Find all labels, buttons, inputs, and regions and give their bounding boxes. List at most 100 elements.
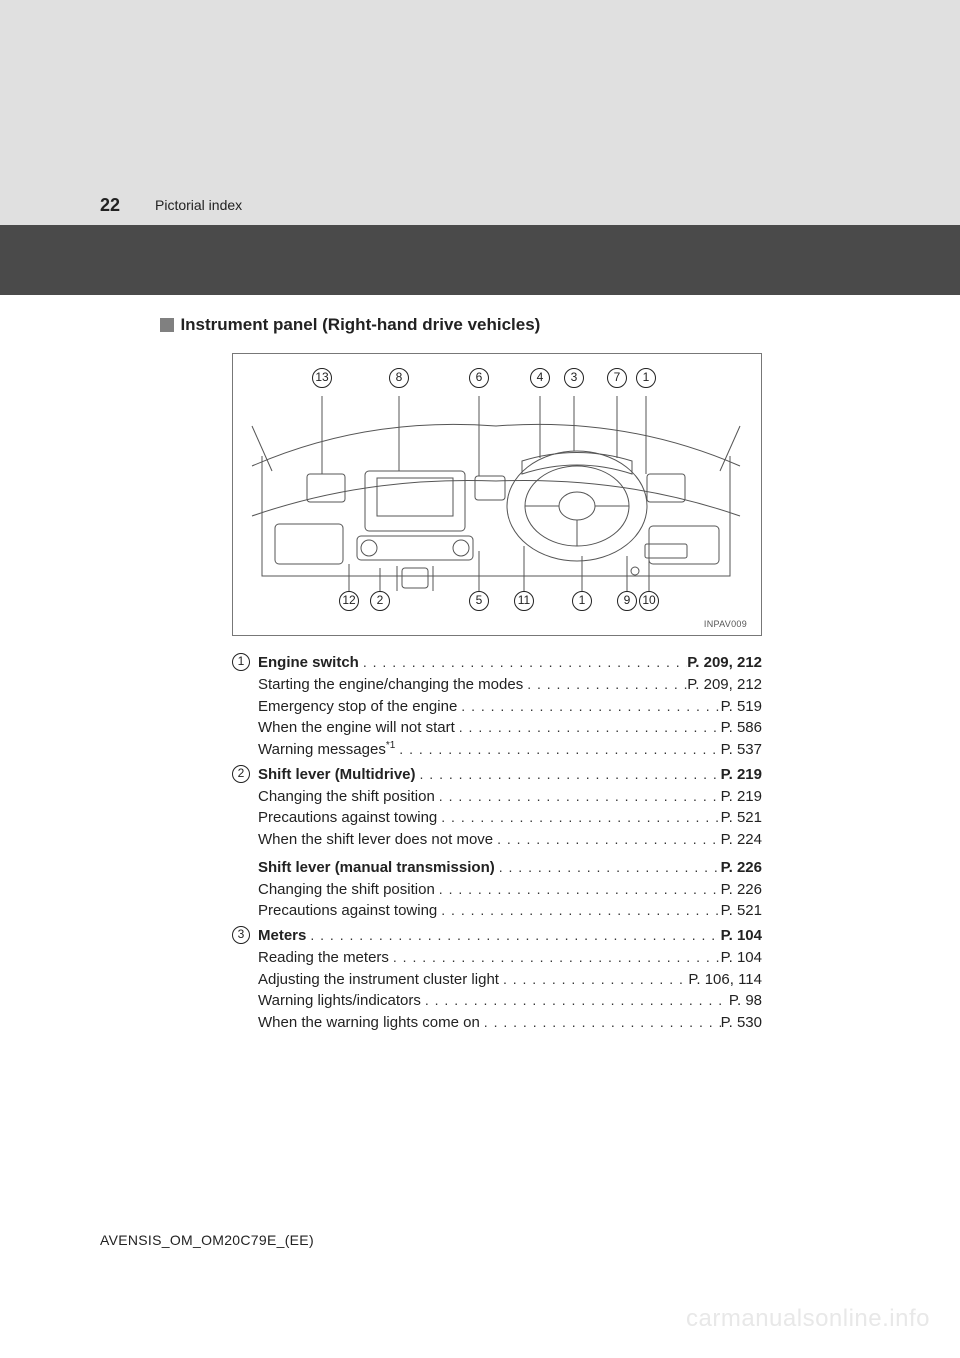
index-line: Starting the engine/changing the modesP.… bbox=[258, 674, 762, 696]
entry-number-circle: 2 bbox=[232, 765, 250, 783]
index-line: Precautions against towing P. 521 bbox=[258, 900, 762, 922]
callout-circle: 12 bbox=[339, 591, 359, 611]
index-line-label: Changing the shift position bbox=[258, 786, 435, 808]
index-line-label: Emergency stop of the engine bbox=[258, 696, 457, 718]
index-line-page: P. 209, 212 bbox=[687, 652, 762, 674]
callout-circle: 8 bbox=[389, 368, 409, 388]
instrument-panel-diagram: 13864371 bbox=[232, 353, 762, 636]
callout-circle: 1 bbox=[636, 368, 656, 388]
leader-dots bbox=[495, 857, 721, 877]
dashboard-illustration bbox=[247, 396, 745, 591]
index-line-page: P. 530 bbox=[721, 1012, 762, 1034]
index-line-label: Warning messages*1 bbox=[258, 739, 395, 761]
callout-circle: 1 bbox=[572, 591, 592, 611]
callout-row-bottom: 1225111910 bbox=[247, 591, 747, 615]
callout-circle: 2 bbox=[370, 591, 390, 611]
index-line: When the shift lever does not move P. 224 bbox=[258, 829, 762, 851]
index-line-page: P. 104 bbox=[721, 925, 762, 947]
divider-bar bbox=[0, 225, 960, 295]
entry-number-circle: 1 bbox=[232, 653, 250, 671]
index-line: Precautions against towing P. 521 bbox=[258, 807, 762, 829]
footer-doc-code: AVENSIS_OM_OM20C79E_(EE) bbox=[100, 1232, 314, 1248]
leader-dots bbox=[435, 879, 721, 899]
header-label: Pictorial index bbox=[155, 197, 242, 213]
index-line-page: P. 586 bbox=[721, 717, 762, 739]
index-line: Engine switch P. 209, 212 bbox=[258, 652, 762, 674]
index-line: When the engine will not start P. 586 bbox=[258, 717, 762, 739]
leader-dots bbox=[437, 807, 720, 827]
index-entry: 1 Engine switch P. 209, 212Starting the en… bbox=[232, 652, 762, 761]
index-line-page: P. 226 bbox=[721, 857, 762, 879]
index-line-page: P. 519 bbox=[721, 696, 762, 718]
index-line-label: Precautions against towing bbox=[258, 900, 437, 922]
leader-dots bbox=[435, 786, 721, 806]
index-line-page: P. 104 bbox=[721, 947, 762, 969]
index-line-label: Reading the meters bbox=[258, 947, 389, 969]
index-line-label: Shift lever (Multidrive) bbox=[258, 764, 416, 786]
leader-dots bbox=[306, 925, 720, 945]
index-line-label: Adjusting the instrument cluster light bbox=[258, 969, 499, 991]
index-list: 1 Engine switch P. 209, 212Starting the en… bbox=[232, 652, 762, 1034]
index-line-page: P. 224 bbox=[721, 829, 762, 851]
index-line: Reading the meters P. 104 bbox=[258, 947, 762, 969]
section-title: Instrument panel (Right-hand drive vehic… bbox=[180, 315, 540, 334]
leader-dots bbox=[499, 969, 688, 989]
index-line: Shift lever (Multidrive) P. 219 bbox=[258, 764, 762, 786]
index-line: Emergency stop of the engine P. 519 bbox=[258, 696, 762, 718]
section-heading: Instrument panel (Right-hand drive vehic… bbox=[160, 315, 860, 335]
index-line-page: P. 226 bbox=[721, 879, 762, 901]
index-line-label: When the warning lights come on bbox=[258, 1012, 480, 1034]
diagram-code: INPAV009 bbox=[247, 619, 747, 629]
index-line-label: Warning lights/indicators bbox=[258, 990, 421, 1012]
callout-row-top: 13 8 6 43 71 bbox=[247, 368, 747, 392]
callout-circle: 4 bbox=[530, 368, 550, 388]
callout-circle: 7 bbox=[607, 368, 627, 388]
entry-number-circle: 3 bbox=[232, 926, 250, 944]
callout-circle: 11 bbox=[514, 591, 534, 611]
leader-dots bbox=[421, 990, 729, 1010]
index-line-page: P. 209, 212 bbox=[687, 674, 762, 696]
index-line-label: Meters bbox=[258, 925, 306, 947]
index-line-label: When the shift lever does not move bbox=[258, 829, 493, 851]
index-line-label: Engine switch bbox=[258, 652, 359, 674]
index-line: Warning messages*1 P. 537 bbox=[258, 739, 762, 761]
leader-dots bbox=[457, 696, 720, 716]
index-line-page: P. 521 bbox=[721, 807, 762, 829]
leader-dots bbox=[416, 764, 721, 784]
leader-dots bbox=[359, 652, 687, 672]
callout-circle: 6 bbox=[469, 368, 489, 388]
content-area: Instrument panel (Right-hand drive vehic… bbox=[0, 295, 960, 1034]
index-line-page: P. 219 bbox=[721, 764, 762, 786]
callout-circle: 13 bbox=[312, 368, 332, 388]
leader-dots bbox=[523, 674, 687, 694]
index-line: Shift lever (manual transmission) P. 226 bbox=[258, 857, 762, 879]
watermark: carmanualsonline.info bbox=[686, 1305, 930, 1333]
leader-dots bbox=[437, 900, 720, 920]
page-number: 22 bbox=[100, 195, 120, 216]
index-line-page: P. 521 bbox=[721, 900, 762, 922]
leader-dots bbox=[493, 829, 720, 849]
index-line-label: When the engine will not start bbox=[258, 717, 455, 739]
index-line-page: P. 98 bbox=[729, 990, 762, 1012]
callout-circle: 3 bbox=[564, 368, 584, 388]
index-line-label: Shift lever (manual transmission) bbox=[258, 857, 495, 879]
leader-dots bbox=[455, 717, 721, 737]
index-line: Meters P. 104 bbox=[258, 925, 762, 947]
index-line: Adjusting the instrument cluster light P.… bbox=[258, 969, 762, 991]
index-line: Changing the shift positionP. 226 bbox=[258, 879, 762, 901]
section-marker-icon bbox=[160, 318, 174, 332]
index-entry: 3MetersP. 104Reading the metersP. 104Adj… bbox=[232, 925, 762, 1034]
footnote-ref: *1 bbox=[386, 740, 395, 751]
index-line: Warning lights/indicators P. 98 bbox=[258, 990, 762, 1012]
header-region: 22 Pictorial index bbox=[0, 0, 960, 225]
callout-circle: 9 bbox=[617, 591, 637, 611]
index-line-page: P. 537 bbox=[721, 739, 762, 761]
index-line-page: P. 106, 114 bbox=[688, 969, 762, 991]
leader-dots bbox=[389, 947, 721, 967]
index-line-label: Precautions against towing bbox=[258, 807, 437, 829]
index-line: Changing the shift position P. 219 bbox=[258, 786, 762, 808]
index-entry: 2Shift lever (Multidrive)P. 219Changing … bbox=[232, 764, 762, 922]
leader-dots bbox=[480, 1012, 721, 1032]
index-line-page: P. 219 bbox=[721, 786, 762, 808]
callout-circle: 10 bbox=[639, 591, 659, 611]
